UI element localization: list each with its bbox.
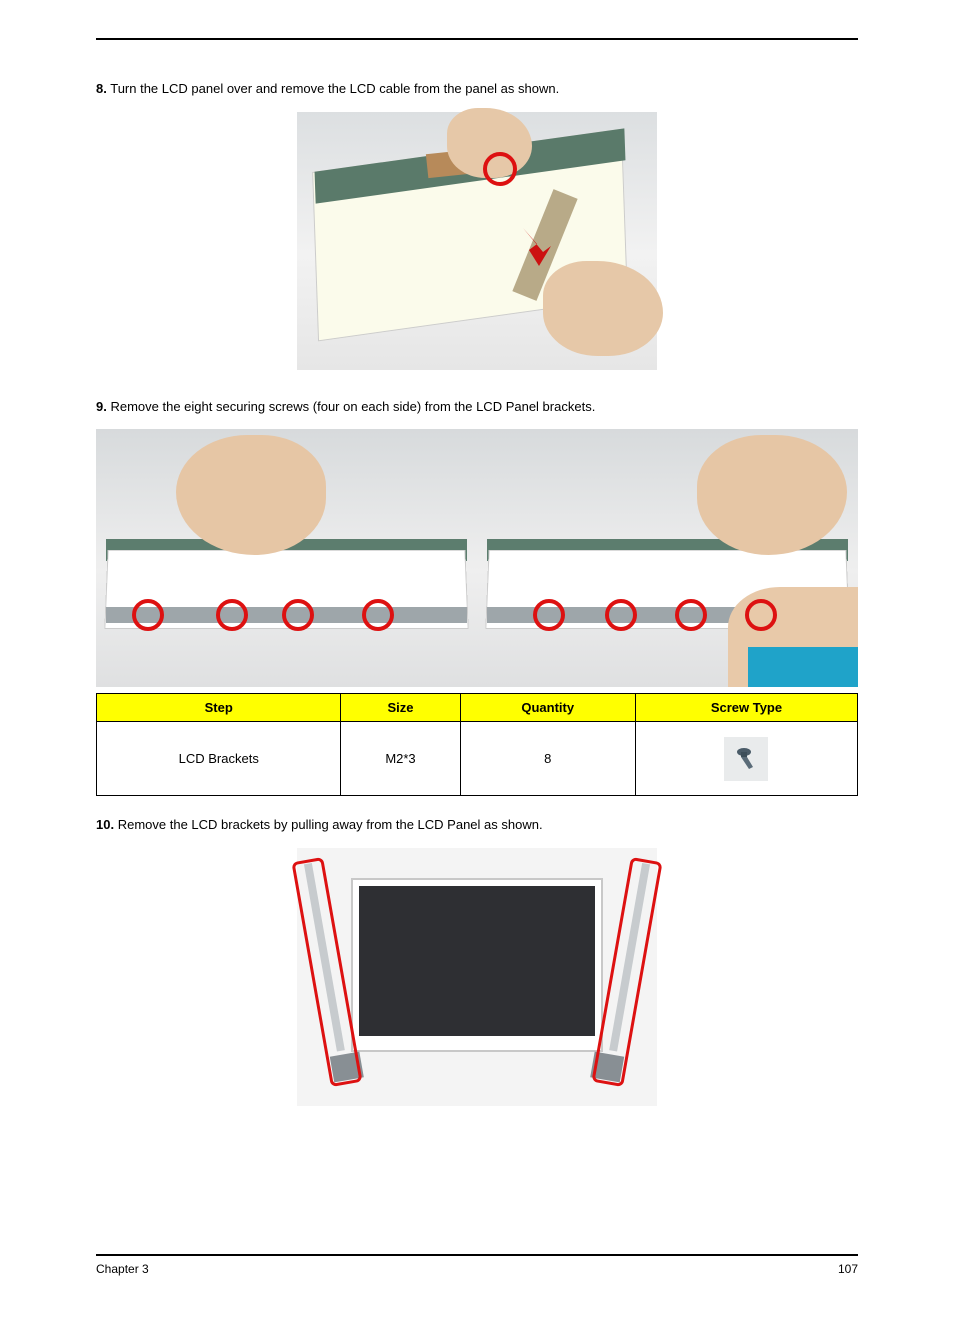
step-8: 8. Turn the LCD panel over and remove th… [96,80,858,98]
screw-icon [644,728,849,789]
arrow-down-icon [513,222,559,268]
sleeve [748,647,858,687]
figure-10 [297,848,657,1106]
footer-right: 107 [838,1262,858,1276]
footer-left: Chapter 3 [96,1262,149,1276]
step-10: 10. Remove the LCD brackets by pulling a… [96,816,858,834]
step-8-number: 8. [96,81,107,96]
table-header-row: Step Size Quantity Screw Type [97,694,858,722]
th-type: Screw Type [635,694,857,722]
step-9-text: Remove the eight securing screws (four o… [110,399,595,414]
figure-8 [297,112,657,370]
th-size: Size [341,694,460,722]
th-qty: Quantity [460,694,635,722]
table-row: LCD Brackets M2*3 8 [97,722,858,796]
screw-table: Step Size Quantity Screw Type LCD Bracke… [96,693,858,796]
step-10-number: 10. [96,817,114,832]
figure-9-left [96,429,477,687]
td-type [635,722,857,796]
step-8-text: Turn the LCD panel over and remove the L… [110,81,559,96]
screw-circle-icon [533,599,565,631]
screw-circle-icon [745,599,777,631]
content: 8. Turn the LCD panel over and remove th… [96,40,858,1106]
td-step: LCD Brackets [97,722,341,796]
figure-9-right [477,429,858,687]
bracket-left [296,861,358,1082]
figure-8-wrap [96,112,858,370]
callout-circle-icon [483,152,517,186]
footer-rule [96,1254,858,1256]
step-10-text: Remove the LCD brackets by pulling away … [118,817,543,832]
screw-circle-icon [605,599,637,631]
step-9: 9. Remove the eight securing screws (fou… [96,398,858,416]
bracket-right [596,861,658,1082]
screw-circle-icon [132,599,164,631]
figure-9-row [96,429,858,687]
screw-circle-icon [362,599,394,631]
figure-10-wrap [96,848,858,1106]
lcd-screen [359,886,595,1036]
step-9-number: 9. [96,399,107,414]
th-step: Step [97,694,341,722]
td-qty: 8 [460,722,635,796]
page: 8. Turn the LCD panel over and remove th… [0,0,954,1336]
td-size: M2*3 [341,722,460,796]
screw-circle-icon [282,599,314,631]
screw-circle-icon [675,599,707,631]
footer-row: Chapter 3 107 [96,1262,858,1276]
screw-circle-icon [216,599,248,631]
footer: Chapter 3 107 [96,1254,858,1276]
